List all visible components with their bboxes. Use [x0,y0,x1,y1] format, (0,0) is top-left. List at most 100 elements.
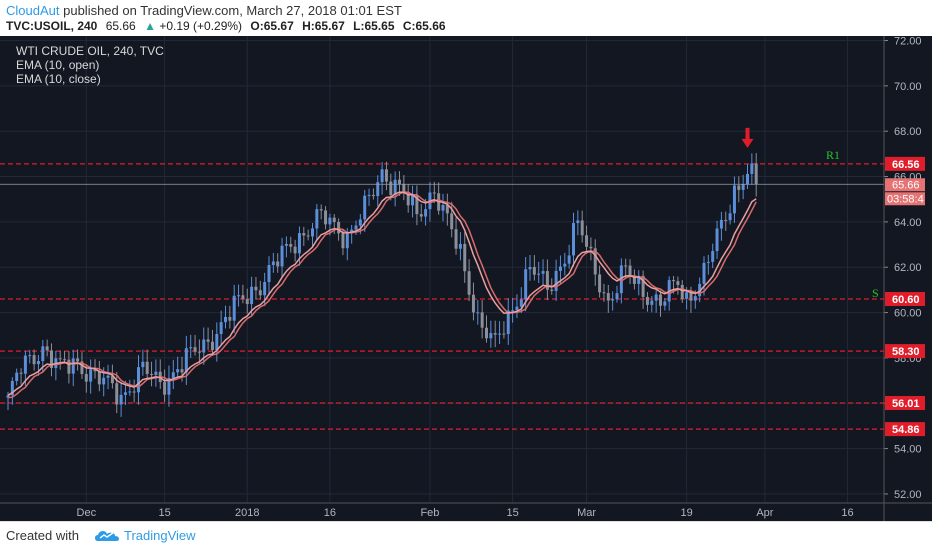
candle-body [511,310,515,312]
candle-body [598,274,602,293]
candle-body [645,296,649,305]
candle-body [454,229,458,249]
candle-body [689,292,693,301]
candle-body [367,194,371,196]
candle-body [237,295,241,297]
last-price: 65.66 [105,19,136,33]
candle-body [450,213,454,230]
legend-ema-open[interactable]: EMA (10, open) [16,58,100,72]
candle-body [480,312,484,328]
price-change: +0.19 (+0.29%) [159,19,243,33]
candle-body [45,346,49,351]
candle-body [228,316,232,321]
candle-body [476,312,480,314]
candle-body [528,267,532,270]
candle-body [363,195,367,220]
candle-body [71,358,75,374]
candle-body [619,265,623,294]
candle-body [324,210,328,225]
candle-body [102,377,106,385]
candle-body [50,350,53,368]
candle-body [284,244,288,246]
candle-body [389,181,393,195]
candle-body [150,373,154,375]
level-label: 58.30 [892,346,920,358]
chart-header: CloudAut published on TradingView.com, M… [0,0,932,36]
candle-body [698,283,702,297]
candle-body [106,375,110,378]
candle-body [128,391,132,393]
level-label: 66.56 [892,159,920,171]
x-tick-label: 15 [506,507,518,519]
y-tick-label: 72.00 [894,36,922,48]
candle-body [624,265,628,267]
time-axis[interactable]: Dec 15 2018 16 Feb 15 Mar 19 Apr 16 [0,502,932,519]
legend-title[interactable]: WTI CRUDE OIL, 240, TVC [16,44,164,58]
created-with-text: Created with [6,528,79,543]
down-arrow-head-icon [741,138,754,148]
candle-body [36,361,40,365]
candle-body [241,295,245,299]
candle-body [176,369,180,373]
y-tick-label: 70.00 [894,81,922,93]
candle-body [676,281,680,285]
y-tick-label: 52.00 [894,489,922,501]
candle-body [337,222,341,234]
candle-body [411,195,415,206]
candle-body [180,369,184,373]
candle-body [328,217,332,225]
level-label: 60.60 [892,294,920,306]
candle-body [680,284,684,299]
candle-body [232,295,236,321]
level-label: 54.86 [892,424,920,436]
candle-body [202,339,206,353]
candle-body [737,185,741,190]
candle-body [602,292,606,294]
candle-body [406,193,410,206]
candle-body [189,347,193,349]
candle-body [41,346,45,362]
candle-body [519,299,523,307]
candle-body [432,192,436,194]
x-tick-label: 16 [841,507,853,519]
candle-body [197,351,201,353]
y-tick-label: 64.00 [894,217,922,229]
candle-body [471,294,475,313]
candle-body [115,383,119,405]
candle-body [80,361,84,374]
candle-body [154,371,158,375]
candle-body [302,233,306,236]
candle-body [637,275,641,284]
candle-body [741,184,745,190]
candle-body [463,243,467,272]
candle-body [258,290,262,296]
chart-legend: WTI CRUDE OIL, 240, TVC EMA (10, open) E… [16,44,164,86]
author-link[interactable]: CloudAut [6,3,60,18]
tradingview-brand[interactable]: TradingView [124,528,196,543]
x-tick-label: 2018 [235,507,259,519]
chart-background [0,36,932,521]
legend-ema-close[interactable]: EMA (10, close) [16,72,101,86]
price-chart[interactable]: 52.0054.0056.0058.0060.0062.0064.0066.00… [0,36,932,521]
candle-body [545,271,549,290]
candle-body [554,270,558,291]
candle-body [376,182,380,197]
candle-body [611,299,615,301]
publish-info: CloudAut published on TradingView.com, M… [6,3,402,18]
level-label-bg [885,291,925,306]
candle-body [289,244,293,247]
candle-body [672,280,676,282]
candle-body [276,261,280,267]
y-tick-label: 54.00 [894,444,922,456]
ema-lines [0,183,884,399]
candle-body [641,275,645,297]
candle-body [685,292,689,299]
candle-body [23,355,27,374]
candle-body [541,271,545,274]
candle-body [132,391,136,393]
price-axis[interactable]: 52.0054.0056.0058.0060.0062.0064.0066.00… [883,36,925,521]
candle-body [293,246,297,254]
x-tick-label: 15 [158,507,170,519]
candle-body [58,358,62,360]
candle-body [350,229,354,233]
